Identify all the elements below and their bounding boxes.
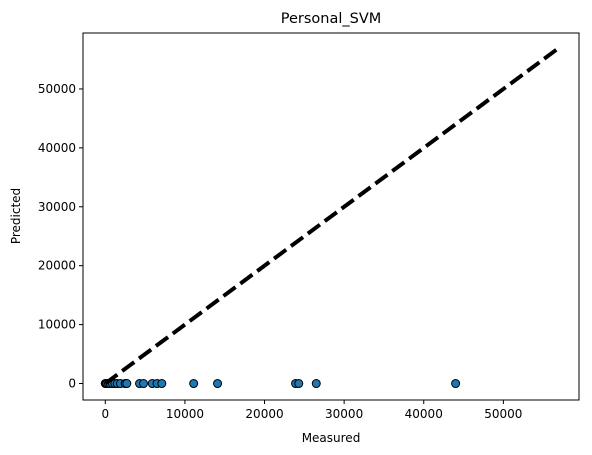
x-axis: 0 10000 20000 30000 40000 50000 — [101, 400, 522, 421]
scatter-point-10 — [122, 379, 132, 389]
x-axis-label: Measured — [302, 431, 361, 445]
chart-title: Personal_SVM — [281, 11, 382, 27]
scatter-point-17 — [213, 379, 223, 389]
x-tick-label-5: 50000 — [484, 407, 522, 421]
y-tick-label-4: 40000 — [38, 141, 76, 155]
x-tick-label-4: 40000 — [405, 407, 443, 421]
scatter-points — [100, 379, 461, 389]
y-tick-label-5: 50000 — [38, 82, 76, 96]
scatter-point-12 — [139, 379, 149, 389]
reference-line — [104, 47, 558, 386]
x-tick-label-0: 0 — [101, 407, 109, 421]
y-tick-label-0: 0 — [68, 377, 76, 391]
scatter-point-15 — [157, 379, 167, 389]
y-tick-label-2: 20000 — [38, 259, 76, 273]
x-tick-label-1: 10000 — [166, 407, 204, 421]
scatter-point-19 — [294, 379, 304, 389]
y-tick-label-1: 10000 — [38, 318, 76, 332]
scatter-point-16 — [189, 379, 199, 389]
x-tick-label-2: 20000 — [245, 407, 283, 421]
scatter-point-21 — [451, 379, 461, 389]
plot-frame — [82, 32, 580, 401]
scatter-point-20 — [311, 379, 321, 389]
y-axis-label: Predicted — [9, 188, 23, 244]
y-tick-label-3: 30000 — [38, 200, 76, 214]
x-tick-label-3: 30000 — [325, 407, 363, 421]
y-axis: 0 10000 20000 30000 40000 50000 — [38, 82, 83, 391]
plot-area — [100, 47, 558, 389]
